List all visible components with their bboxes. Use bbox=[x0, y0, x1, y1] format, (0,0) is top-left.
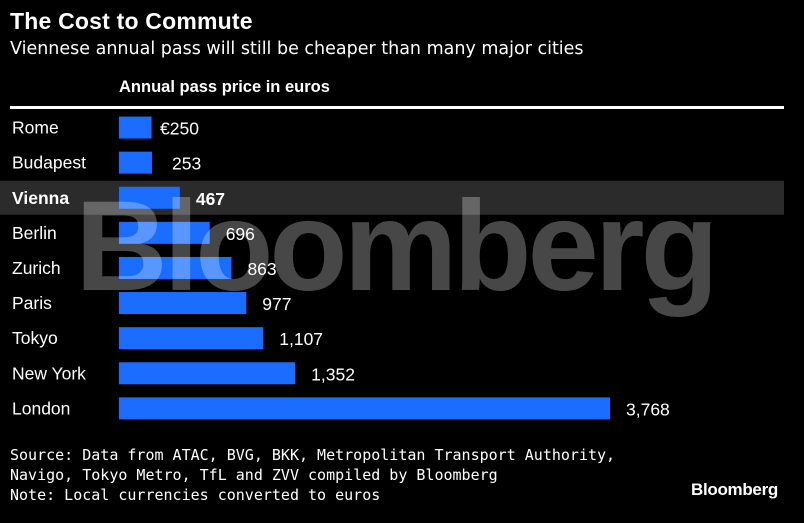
bar-berlin bbox=[119, 221, 210, 244]
category-label: Zurich bbox=[12, 258, 61, 278]
value-label: 977 bbox=[262, 294, 291, 314]
value-label: 1,352 bbox=[311, 364, 355, 384]
bar-new-york bbox=[119, 362, 296, 385]
source-note: Source: Data from ATAC, BVG, BKK, Metrop… bbox=[10, 445, 615, 505]
bar-london bbox=[119, 397, 610, 420]
column-header: Annual pass price in euros bbox=[119, 78, 330, 96]
bar-zurich bbox=[119, 256, 232, 279]
bloomberg-logo: Bloomberg bbox=[690, 480, 778, 499]
header-rule bbox=[10, 106, 784, 109]
category-label: London bbox=[12, 398, 70, 418]
category-label: Budapest bbox=[12, 153, 86, 173]
category-label: Vienna bbox=[12, 188, 69, 208]
bar-vienna bbox=[119, 186, 180, 209]
value-label: 863 bbox=[247, 259, 276, 279]
value-label: 696 bbox=[226, 224, 255, 244]
source-line: Navigo, Tokyo Metro, TfL and ZVV compile… bbox=[10, 466, 498, 484]
value-label: 253 bbox=[172, 154, 201, 174]
value-label: 3,768 bbox=[626, 399, 670, 419]
category-label: New York bbox=[12, 363, 86, 383]
bar-budapest bbox=[119, 151, 152, 174]
bar-paris bbox=[119, 292, 247, 315]
bloomberg-watermark: Bloomberg bbox=[75, 175, 715, 318]
note-line: Note: Local currencies converted to euro… bbox=[10, 486, 381, 504]
value-label: 467 bbox=[196, 189, 225, 209]
value-label: 1,107 bbox=[279, 329, 323, 349]
bar-chart: Rome €250 Budapest 253 Vienna 467 Berlin 696 Zur… bbox=[0, 116, 784, 420]
bar-rome bbox=[119, 116, 152, 139]
value-label: €250 bbox=[160, 119, 199, 139]
category-label: Tokyo bbox=[12, 328, 58, 348]
category-label: Paris bbox=[12, 293, 52, 313]
chart-subtitle: Viennese annual pass will still be cheap… bbox=[10, 39, 584, 59]
category-label: Rome bbox=[12, 118, 59, 138]
bar-tokyo bbox=[119, 327, 264, 350]
source-line: Source: Data from ATAC, BVG, BKK, Metrop… bbox=[10, 446, 616, 464]
category-label: Berlin bbox=[12, 223, 57, 243]
chart-title: The Cost to Commute bbox=[10, 8, 253, 34]
